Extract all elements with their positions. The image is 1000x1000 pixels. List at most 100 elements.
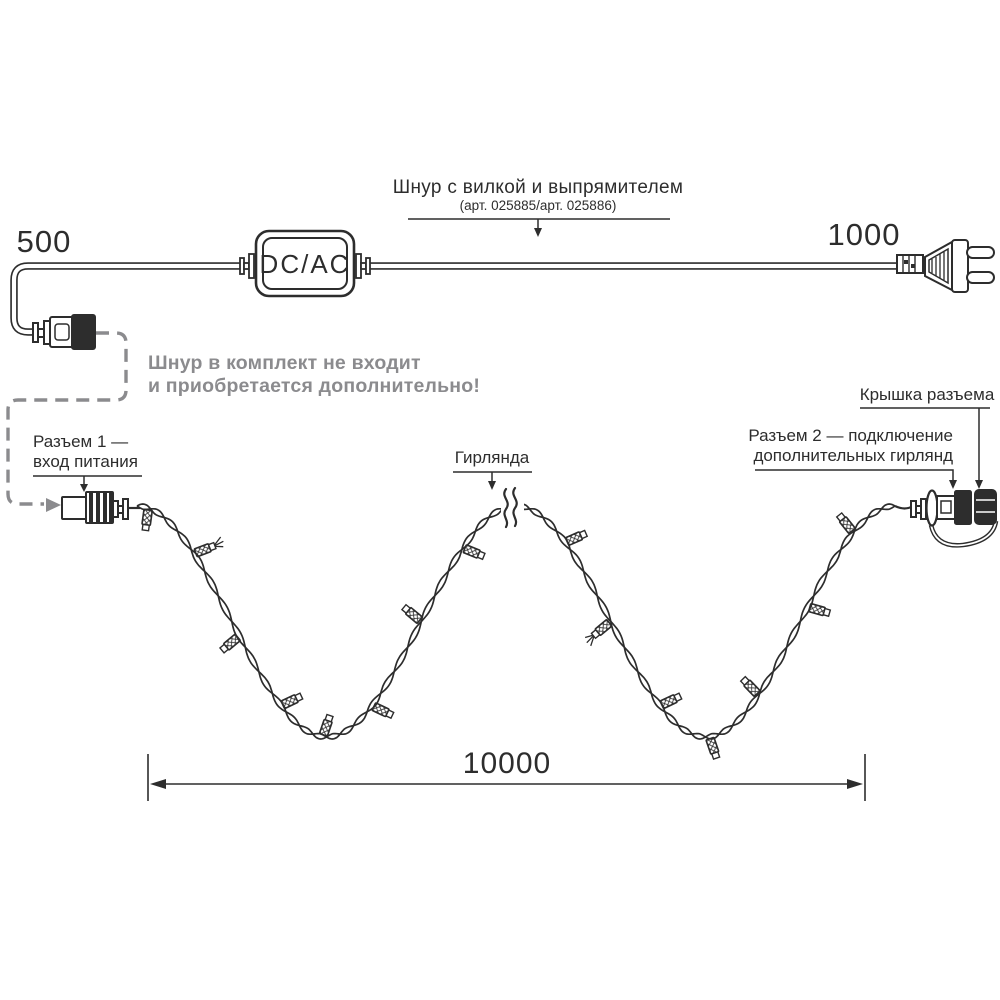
- connector2-line1: Разъем 2 — подключение: [748, 426, 953, 445]
- garland-input-connector: [61, 491, 140, 524]
- garland-bulb: [141, 508, 153, 532]
- connector1-callout: Разъем 1 — вход питания: [33, 432, 142, 492]
- bulb-tip: [294, 692, 304, 703]
- bulb-tip: [324, 713, 334, 723]
- arrow-down-icon: [949, 480, 957, 489]
- bulb-tip: [218, 643, 230, 654]
- tether-ring: [925, 489, 939, 527]
- bulb-tip: [673, 692, 683, 703]
- garland-bulb: [400, 603, 423, 624]
- cord-note-line2: и приобретается дополнительно!: [148, 375, 480, 397]
- garland-string: [136, 503, 896, 761]
- dimension-10000: 10000: [147, 747, 866, 801]
- arrow-down-icon: [488, 481, 496, 490]
- connector-detail: [54, 323, 70, 341]
- bulb-whiskers: [214, 536, 224, 548]
- bulb-tip: [739, 675, 751, 687]
- dashed-leader: [6, 331, 128, 512]
- mains-plug: [896, 239, 995, 293]
- bulb-tip: [822, 607, 832, 618]
- bulb-tip: [710, 750, 721, 761]
- plug-pin-bottom: [966, 271, 995, 284]
- connector-black-tip: [954, 490, 972, 525]
- connector2-line2: дополнительных гирлянд: [753, 446, 953, 465]
- connector2-callout: Разъем 2 — подключение дополнительных ги…: [748, 426, 957, 489]
- cap-callout: Крышка разъема: [860, 385, 995, 489]
- garland-wire-strand: [136, 503, 896, 740]
- garland-bulb: [318, 713, 334, 737]
- connector-bar: [920, 498, 927, 520]
- break-squiggle: [503, 487, 509, 529]
- dcac-left-stub: [239, 253, 255, 279]
- power-cord: [10, 262, 898, 336]
- cap-tether-core: [930, 520, 997, 547]
- dcac-converter: DC/AC: [239, 229, 371, 298]
- dim-10000-label: 10000: [463, 747, 551, 780]
- garland-bulb: [705, 736, 721, 761]
- connector-bar: [122, 498, 129, 520]
- bulb-tip: [141, 523, 151, 532]
- garland-bulb: [739, 675, 761, 697]
- connector-cap: [974, 489, 997, 525]
- dim-1000-label: 1000: [828, 217, 901, 252]
- arrow-right-icon: [46, 498, 61, 512]
- break-squiggle: [512, 486, 518, 528]
- connector-detail: [940, 500, 952, 514]
- garland-callout: Гирлянда: [453, 448, 532, 490]
- plug-body-inner: [928, 247, 949, 285]
- garland-bulb: [462, 544, 486, 561]
- arrow-down-icon: [975, 480, 983, 489]
- connector-sleeve: [61, 496, 87, 520]
- cord-callout: Шнур с вилкой и выпрямителем (арт. 02588…: [393, 177, 683, 237]
- cap-label: Крышка разъема: [860, 385, 995, 404]
- cord-callout-articles: (арт. 025885/арт. 025886): [460, 198, 617, 213]
- garland-bulb: [371, 702, 395, 720]
- arrow-down-icon: [534, 228, 542, 237]
- connector2-leader: [755, 469, 954, 481]
- plug-coupler: [896, 254, 924, 274]
- cap-leader: [860, 407, 990, 481]
- bulb-body: [141, 508, 153, 527]
- arrow-down-icon: [80, 484, 88, 492]
- garland-bulb: [218, 633, 241, 654]
- connector-black-tip: [71, 314, 96, 350]
- garland-bulb: [835, 511, 856, 534]
- garland-bulb: [584, 619, 613, 647]
- connector1-line1: Разъем 1 —: [33, 432, 128, 451]
- garland-output-connector: [894, 489, 999, 548]
- bulb-tip: [207, 541, 217, 552]
- bulb-tip: [385, 709, 395, 720]
- garland-bulb: [564, 529, 589, 546]
- bulb-tip: [578, 529, 589, 540]
- plug-ribs: [931, 252, 945, 280]
- garland-bulb: [659, 692, 683, 710]
- connector1-line2: вход питания: [33, 452, 138, 471]
- garland-bulb: [808, 602, 832, 618]
- dcac-right-stub: [355, 253, 371, 279]
- garland-bulb: [193, 536, 224, 558]
- bulb-tip: [400, 603, 412, 615]
- garland-label: Гирлянда: [455, 448, 530, 467]
- connector-ribs: [89, 492, 112, 523]
- bulb-whiskers: [584, 634, 595, 647]
- dcac-box-inner: [262, 237, 348, 290]
- dim-500-label: 500: [17, 224, 72, 259]
- cord-callout-title: Шнур с вилкой и выпрямителем: [393, 177, 683, 198]
- break-symbol: [501, 486, 524, 529]
- cord-note-line1: Шнур в комплект не входит: [148, 352, 421, 374]
- cord-left-core: [11, 263, 243, 335]
- plug-pin-top: [966, 246, 995, 259]
- garland-bulb: [280, 692, 304, 710]
- arrow-left-icon: [150, 779, 166, 789]
- bulb-tip: [476, 550, 486, 561]
- garland-wire-strand: [136, 503, 896, 740]
- plug-back: [951, 239, 969, 293]
- cord-output-connector: [32, 314, 96, 350]
- dashed-path: [6, 331, 128, 506]
- arrow-right-icon: [847, 779, 863, 789]
- cord-note: Шнур в комплект не входит и приобретаетс…: [148, 352, 480, 397]
- bulb-tip: [590, 628, 601, 640]
- bulb-body: [808, 602, 826, 617]
- dcac-label: DC/AC: [260, 249, 351, 279]
